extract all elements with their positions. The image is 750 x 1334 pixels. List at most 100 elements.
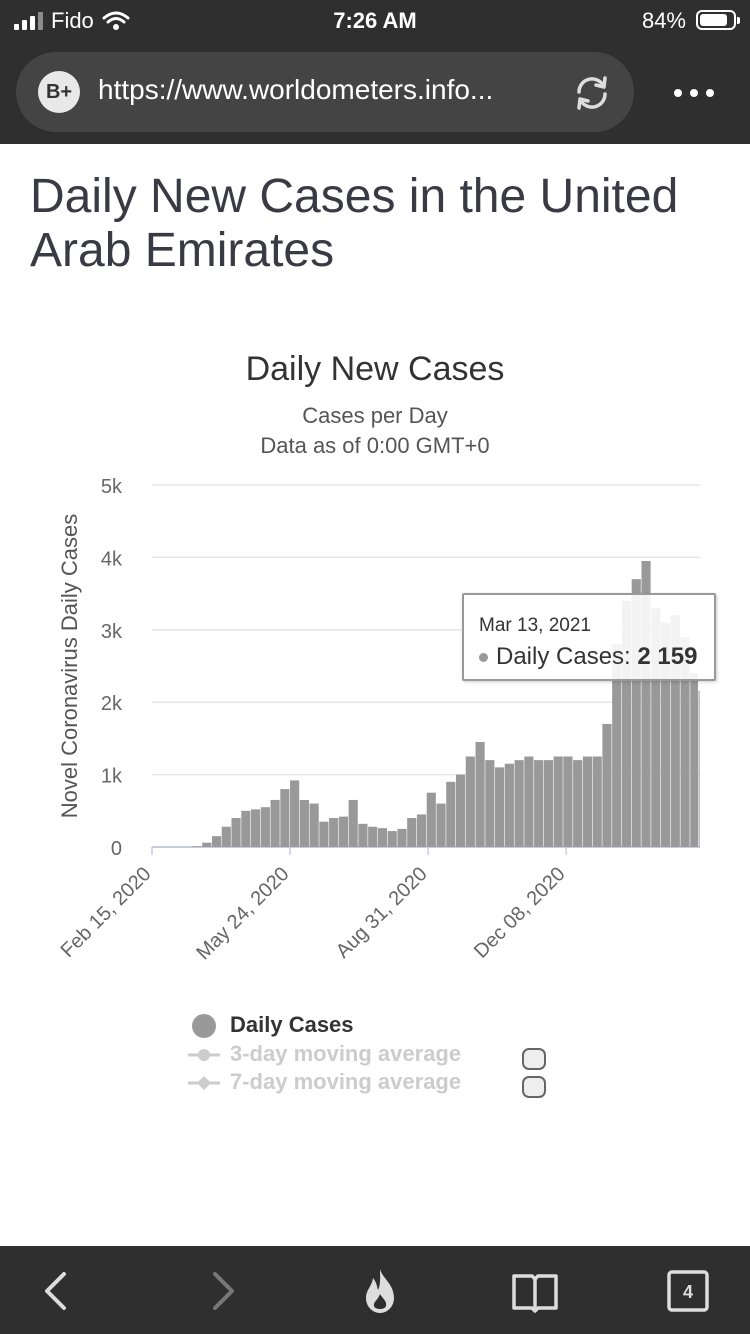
chart-subtitle: Cases per Day	[302, 403, 448, 428]
carrier-name: Fido	[51, 8, 94, 33]
y-tick-label: 1k	[101, 766, 123, 788]
bar	[368, 826, 378, 847]
y-tick-label: 5k	[101, 476, 123, 498]
bar	[485, 760, 495, 847]
bar	[319, 821, 329, 847]
bar	[446, 781, 456, 847]
legend-3day-label: 3-day moving average	[230, 1041, 462, 1066]
legend-7day-average[interactable]: 7-day moving average	[188, 1069, 461, 1095]
back-icon[interactable]	[32, 1266, 82, 1316]
battery-icon	[696, 10, 740, 30]
bar	[426, 792, 436, 847]
bar	[338, 816, 349, 847]
bar	[290, 780, 300, 847]
bar	[260, 807, 270, 847]
bar	[202, 842, 212, 847]
legend-daily-cases-symbol	[188, 1014, 222, 1039]
bar	[348, 799, 358, 847]
y-tick-label: 0	[111, 838, 122, 860]
bar	[563, 756, 573, 847]
bar	[602, 723, 612, 847]
wifi-icon	[102, 11, 130, 30]
bar	[241, 810, 251, 847]
bar	[436, 803, 446, 847]
page-title: Daily New Cases in the United Arab Emira…	[30, 170, 679, 277]
legend-daily-cases[interactable]: Daily Cases	[188, 1012, 354, 1039]
bar	[231, 818, 241, 847]
bar	[407, 818, 417, 847]
url-field[interactable]: B+ https://www.worldometers.info...	[16, 52, 634, 132]
bar	[543, 760, 553, 847]
bar	[553, 756, 563, 847]
bar	[612, 644, 622, 847]
chart-tooltip: Mar 13, 2021 Daily Cases: 2 159	[462, 593, 716, 681]
flame-icon[interactable]	[355, 1266, 405, 1316]
bar	[698, 690, 700, 847]
bar	[495, 767, 505, 847]
bookmarks-icon[interactable]	[510, 1266, 560, 1316]
x-tick-label: Dec 08, 2020	[470, 863, 570, 963]
bar	[221, 826, 231, 847]
bar	[475, 742, 485, 847]
tabs-count: 4	[683, 1282, 693, 1302]
bar	[416, 814, 427, 847]
bar	[534, 760, 544, 847]
legend-7day-symbol	[188, 1071, 222, 1095]
y-tick-label: 2k	[101, 693, 123, 715]
x-tick-label: Aug 31, 2020	[332, 863, 432, 963]
y-tick-label: 3k	[101, 621, 123, 643]
site-badge[interactable]: B+	[38, 71, 80, 113]
reload-icon[interactable]	[569, 70, 615, 116]
bar	[651, 608, 661, 847]
bar	[592, 756, 602, 847]
bar	[299, 799, 309, 847]
battery-percent: 84%	[641, 8, 686, 33]
forward-icon[interactable]	[197, 1266, 247, 1316]
x-tick-label: May 24, 2020	[192, 863, 293, 964]
tooltip-value: 2 159	[637, 643, 698, 670]
browser-toolbar: 4	[0, 1246, 750, 1334]
battery-fill	[700, 14, 727, 26]
chart-title: Daily New Cases	[245, 350, 505, 388]
legend-3day-symbol	[188, 1043, 222, 1067]
tooltip-row: Daily Cases: 2 159	[479, 643, 697, 671]
bar	[670, 615, 680, 847]
bar	[387, 831, 397, 847]
bar	[192, 846, 202, 847]
bar	[690, 673, 699, 847]
tooltip-series-dot	[479, 653, 488, 663]
url-text[interactable]: https://www.worldometers.info...	[98, 74, 494, 105]
clock: 7:26 AM	[333, 8, 417, 33]
tabs-icon[interactable]: 4	[663, 1266, 713, 1316]
y-tick-label: 4k	[101, 548, 123, 570]
more-icon[interactable]	[664, 78, 724, 108]
bar	[621, 600, 632, 847]
bar	[270, 799, 280, 847]
toggle-7day-average[interactable]	[522, 1076, 546, 1098]
legend-3day-average[interactable]: 3-day moving average	[188, 1041, 461, 1067]
bar	[309, 803, 319, 847]
bar	[573, 760, 583, 847]
bar	[514, 760, 524, 847]
bar	[329, 818, 339, 847]
signal-icon	[14, 12, 43, 30]
carrier: Fido	[14, 8, 130, 34]
browser-address-bar: B+ https://www.worldometers.info...	[0, 42, 750, 144]
bar	[524, 756, 534, 847]
legend-daily-cases-label: Daily Cases	[230, 1012, 354, 1037]
tooltip-date: Mar 13, 2021	[479, 615, 591, 636]
bar	[504, 763, 514, 847]
bar	[358, 823, 368, 847]
bar	[251, 809, 261, 847]
bar	[582, 756, 593, 847]
legend-7day-label: 7-day moving average	[230, 1069, 462, 1094]
daily-cases-chart[interactable]: 0 1k 2k 3k 4k 5k Feb 15, 2020 May 24, 2020 Aug 3…	[0, 460, 750, 990]
bar	[660, 622, 671, 847]
chart-subtitle-data-as-of: Data as of 0:00 GMT+0	[260, 433, 490, 458]
toggle-3day-average[interactable]	[522, 1048, 546, 1070]
tooltip-label: Daily Cases:	[496, 643, 638, 670]
bar	[211, 836, 222, 847]
bar	[280, 789, 290, 847]
bar	[455, 774, 466, 847]
x-tick-label: Feb 15, 2020	[57, 863, 156, 962]
